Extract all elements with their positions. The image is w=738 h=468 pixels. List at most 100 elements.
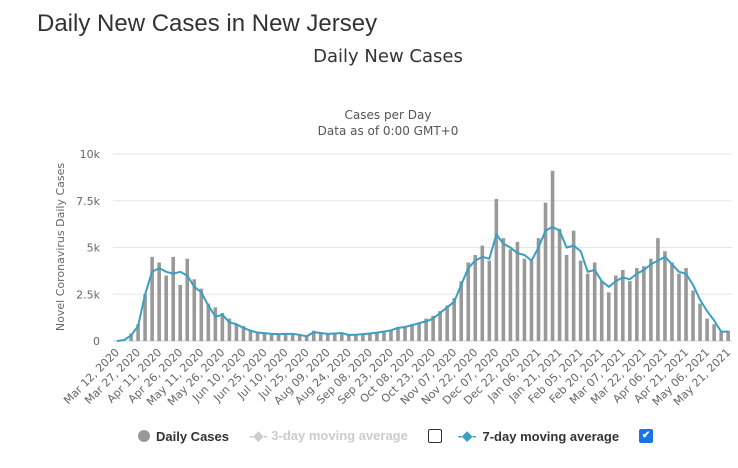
daily-cases-bar: [297, 335, 302, 341]
daily-cases-bar: [691, 290, 695, 341]
y-tick-label: 10k: [80, 148, 101, 161]
legend-daily-cases[interactable]: Daily Cases: [156, 428, 229, 444]
daily-cases-bar: [529, 260, 534, 341]
daily-cases-bar: [712, 324, 716, 341]
chart-title: Daily New Cases: [313, 46, 463, 67]
daily-cases-bar: [206, 303, 211, 341]
daily-cases-bar: [550, 170, 555, 341]
legend-3day-label: 3-day moving average: [271, 428, 408, 443]
daily-cases-bar: [487, 260, 492, 341]
daily-cases-bar: [557, 228, 562, 341]
daily-cases-bar: [684, 268, 688, 341]
daily-cases-bar: [606, 292, 611, 341]
daily-cases-bar: [564, 254, 569, 341]
daily-cases-bar: [220, 312, 225, 341]
daily-cases-bar: [494, 198, 499, 341]
daily-cases-bar: [459, 281, 464, 341]
daily-cases-bar: [431, 315, 435, 341]
daily-cases-bar: [698, 303, 702, 341]
y-tick-label: 5k: [87, 242, 101, 255]
daily-cases-bar: [543, 202, 548, 341]
daily-cases-bar: [304, 336, 309, 341]
daily-cases-bar: [599, 281, 604, 341]
daily-cases-bar: [227, 318, 232, 341]
daily-cases-bar: [368, 333, 372, 341]
legend: Daily Cases -◆- 3-day moving average -◆-…: [138, 428, 663, 444]
daily-cases-bar: [150, 256, 154, 341]
daily-cases-bar: [656, 238, 660, 341]
daily-cases-bar: [726, 330, 730, 341]
daily-cases-bar: [171, 256, 175, 341]
daily-cases-bar: [642, 266, 646, 341]
daily-cases-bar: [157, 262, 161, 341]
daily-cases-bar: [719, 331, 723, 341]
3day-checkbox[interactable]: [427, 429, 442, 443]
page-title: Daily New Cases in New Jersey: [37, 10, 378, 37]
daily-cases-bar: [290, 333, 295, 341]
daily-cases-bar: [248, 329, 253, 341]
daily-cases-bar: [318, 332, 323, 341]
chart-data-date: Data as of 0:00 GMT+0: [317, 124, 459, 138]
daily-cases-bar: [473, 254, 478, 341]
daily-cases-bar: [452, 297, 456, 341]
daily-cases-bar: [361, 333, 365, 341]
daily-cases-bar: [480, 245, 485, 341]
y-tick-label: 0: [93, 335, 100, 348]
daily-cases-bar: [143, 294, 147, 341]
daily-cases-bar: [536, 238, 541, 341]
daily-cases-bar: [340, 333, 344, 341]
daily-cases-bar: [192, 279, 197, 341]
daily-cases-bar: [129, 333, 133, 341]
daily-cases-bar: [670, 262, 674, 341]
daily-cases-bar: [613, 275, 618, 341]
daily-cases-bar: [283, 334, 288, 341]
y-tick-label: 7.5k: [76, 195, 100, 208]
7day-legend-icon: -◆-: [457, 428, 477, 443]
y-tick-label: 2.5k: [76, 288, 100, 301]
daily-cases-bar: [382, 330, 386, 341]
chart-subtitle: Cases per Day: [344, 108, 432, 122]
daily-cases-bar: [136, 324, 140, 341]
daily-cases-bar: [445, 305, 449, 341]
daily-cases-bar: [269, 333, 274, 341]
daily-cases-bar: [649, 258, 653, 341]
daily-cases-bar: [311, 330, 316, 341]
daily-cases-bar: [178, 284, 183, 341]
daily-cases-bar: [578, 260, 583, 341]
daily-cases-bar: [571, 230, 576, 341]
daily-cases-bar: [635, 268, 639, 341]
legend-3day-average[interactable]: -◆- 3-day moving average: [249, 428, 408, 443]
daily-cases-bar: [332, 333, 337, 341]
daily-cases-bar: [347, 334, 351, 341]
daily-cases-bar: [213, 307, 218, 341]
7day-checkbox[interactable]: ✔: [639, 429, 654, 443]
daily-cases-bar: [199, 288, 204, 341]
daily-cases-bar: [585, 273, 590, 341]
daily-cases-bar: [241, 326, 246, 341]
daily-cases-bar: [663, 251, 667, 341]
daily-cases-bar: [515, 241, 520, 341]
daily-cases-bar: [705, 318, 709, 341]
daily-cases-bar: [164, 275, 168, 341]
daily-cases-bar: [424, 318, 428, 341]
legend-7day-average[interactable]: 7-day moving average: [482, 428, 620, 444]
daily-cases-bar: [628, 281, 632, 341]
y-axis-label: Novel Coronavirus Daily Cases: [54, 163, 67, 331]
daily-cases-bar: [677, 273, 681, 341]
daily-cases-bar: [354, 334, 358, 341]
daily-cases-bar: [375, 332, 379, 341]
daily-cases-bar: [255, 331, 260, 341]
daily-cases-bar: [396, 326, 400, 341]
daily-cases-bar: [466, 262, 471, 341]
daily-cases-bar: [389, 329, 393, 341]
daily-cases-bar: [262, 332, 267, 341]
7day-average-line: [116, 225, 729, 342]
daily-cases-bar: [234, 324, 239, 341]
daily-cases-legend-icon: [138, 430, 150, 442]
daily-cases-bar: [592, 262, 597, 341]
daily-cases-bar: [417, 322, 421, 341]
daily-cases-bar: [276, 333, 281, 341]
daily-cases-bar: [410, 324, 414, 341]
